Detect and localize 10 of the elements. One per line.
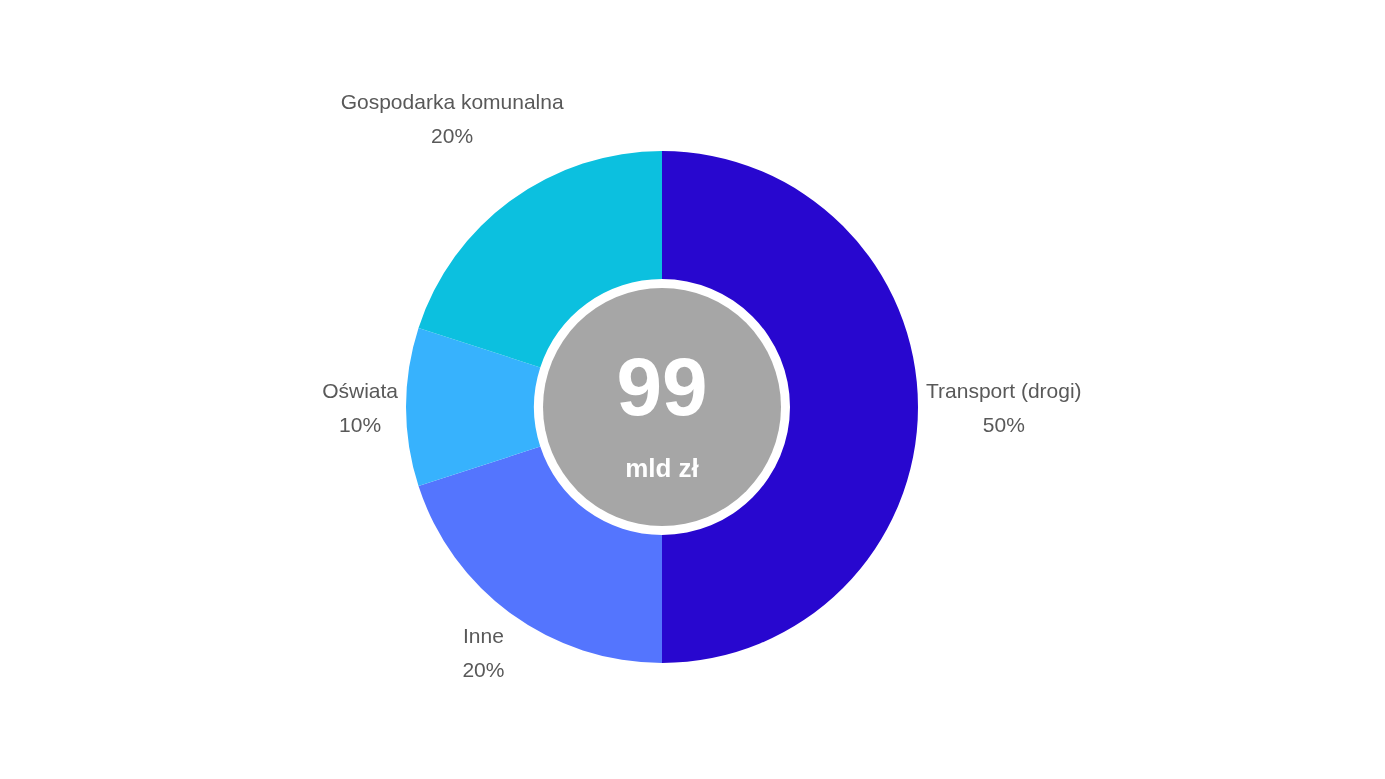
slice-label: Inne xyxy=(462,624,504,648)
data-label: 20% xyxy=(462,658,505,682)
data-label: 50% xyxy=(982,412,1025,436)
data-label: 20% xyxy=(431,123,474,147)
slice-label: Transport (drogi) xyxy=(926,378,1082,402)
text: 99 xyxy=(616,341,708,432)
text: mld zł xyxy=(625,453,699,483)
data-label: 10% xyxy=(339,412,382,436)
slice-label: Oświata xyxy=(322,378,399,402)
slice-label: Gospodarka komunalna xyxy=(340,89,564,113)
